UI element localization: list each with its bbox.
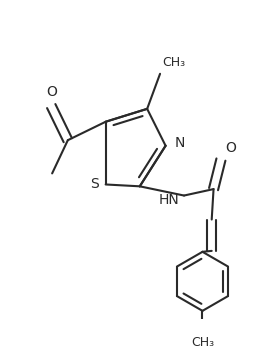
Text: O: O (46, 85, 57, 99)
Text: S: S (90, 177, 99, 191)
Text: O: O (226, 141, 236, 155)
Text: CH₃: CH₃ (162, 56, 185, 69)
Text: CH₃: CH₃ (191, 336, 214, 346)
Text: HN: HN (159, 193, 179, 207)
Text: N: N (175, 136, 185, 150)
